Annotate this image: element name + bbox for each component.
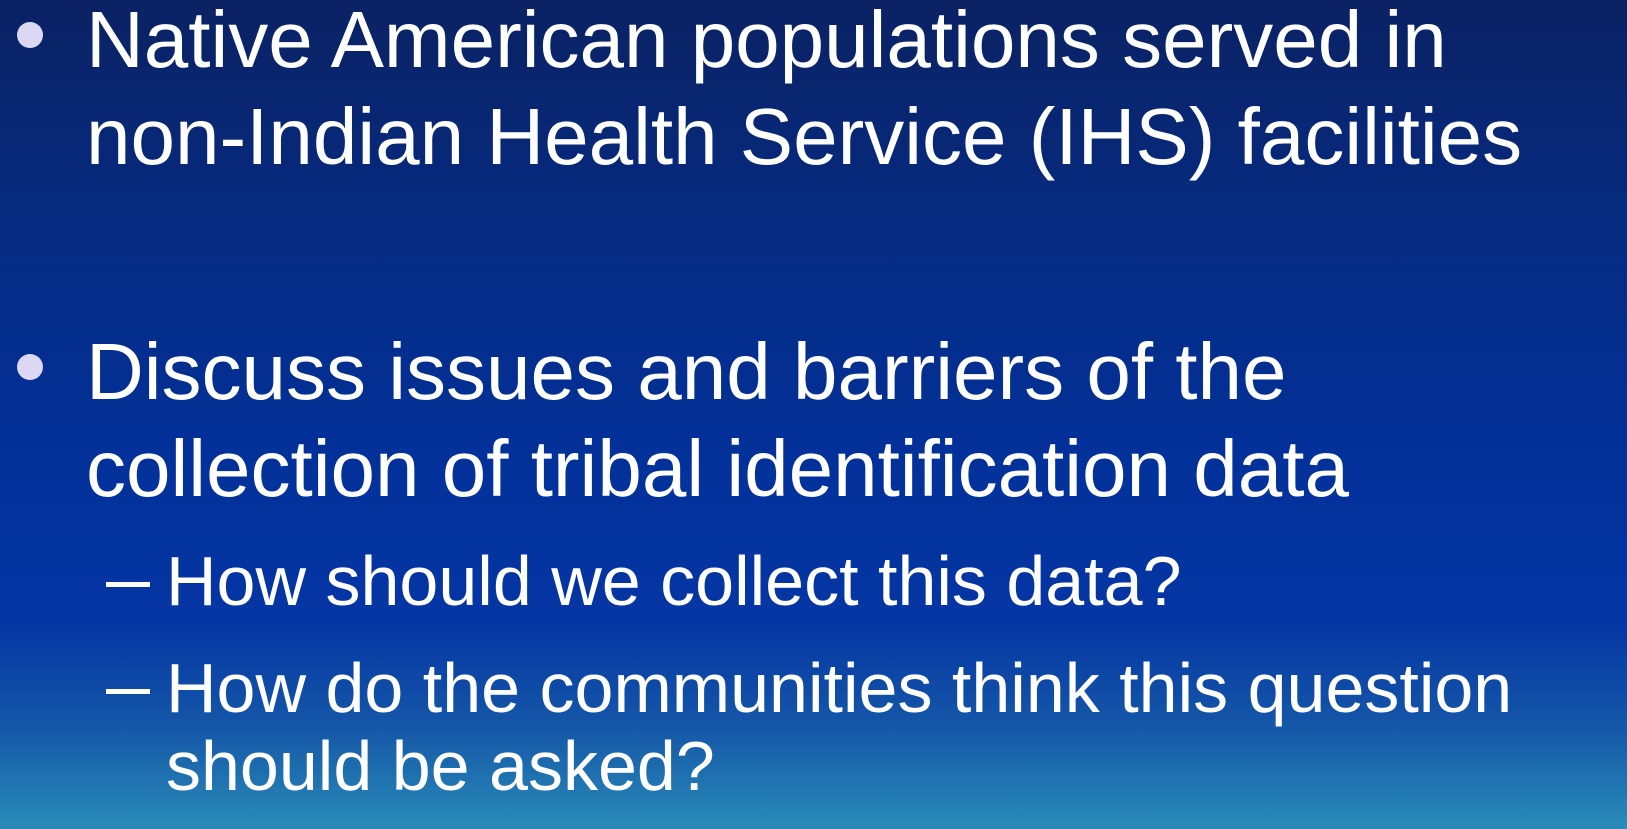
bullet-text: collection of tribal identification data [86,424,1349,513]
bullet-text: Native American populations served in [86,0,1447,84]
bullet-dot [17,354,43,380]
sub-bullet-text: How do the communities think this questi… [166,649,1513,727]
bullet-text: non-Indian Health Service (IHS) faciliti… [86,92,1523,181]
sub-bullet-dash [106,582,150,587]
bullet-text: Discuss issues and barriers of the [86,327,1287,416]
sub-bullet-text: How should we collect this data? [166,542,1182,620]
sub-bullet-dash [106,689,150,694]
bullet-dot [17,22,43,48]
sub-bullet-text: should be asked? [166,727,715,805]
